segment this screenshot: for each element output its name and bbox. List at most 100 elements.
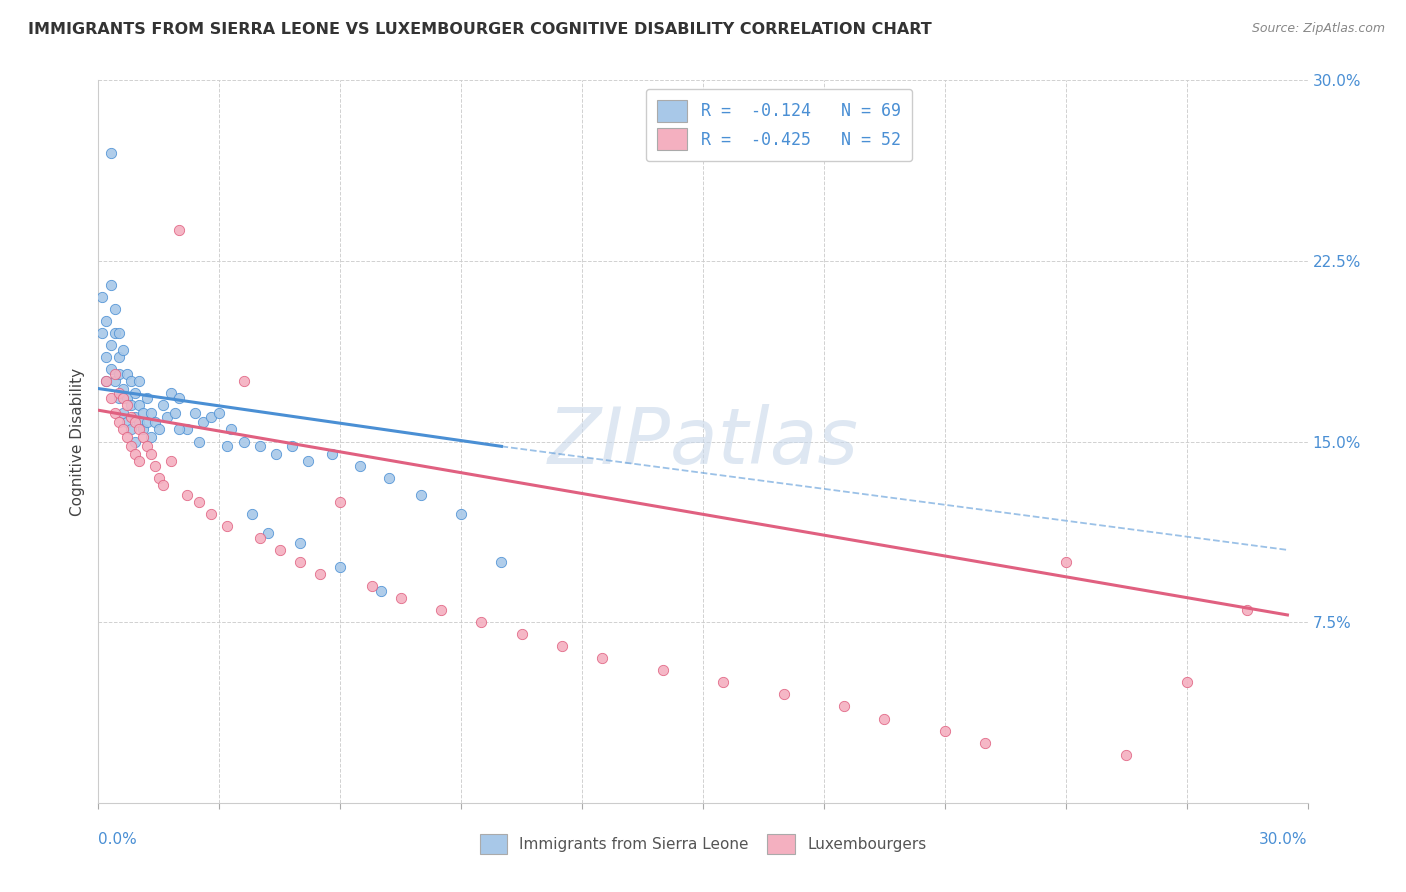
Point bbox=[551, 639, 574, 653]
Point bbox=[510, 627, 533, 641]
Point bbox=[115, 367, 138, 381]
Point bbox=[217, 439, 239, 453]
Point bbox=[120, 410, 142, 425]
Point bbox=[124, 410, 146, 425]
Point bbox=[1115, 747, 1137, 762]
Point bbox=[491, 555, 513, 569]
Point bbox=[200, 507, 222, 521]
Point bbox=[124, 446, 146, 460]
Point bbox=[167, 422, 190, 436]
Point bbox=[115, 415, 138, 429]
Point bbox=[188, 494, 211, 508]
Point bbox=[873, 712, 896, 726]
Point bbox=[232, 374, 254, 388]
Point bbox=[103, 374, 125, 388]
Point bbox=[139, 430, 162, 444]
Point bbox=[269, 542, 291, 557]
Point bbox=[107, 367, 129, 381]
Point bbox=[188, 434, 211, 449]
Point bbox=[221, 422, 243, 436]
Point bbox=[184, 406, 207, 420]
Point bbox=[100, 338, 122, 352]
Point bbox=[143, 458, 166, 473]
Point bbox=[148, 422, 170, 436]
Point bbox=[103, 367, 125, 381]
Point bbox=[329, 559, 352, 574]
Point bbox=[217, 518, 239, 533]
Point bbox=[249, 531, 271, 545]
Text: 0.0%: 0.0% bbox=[98, 831, 138, 847]
Point bbox=[115, 391, 138, 405]
Point bbox=[96, 374, 118, 388]
Y-axis label: Cognitive Disability: Cognitive Disability bbox=[70, 368, 86, 516]
Point bbox=[100, 145, 122, 160]
Point bbox=[107, 415, 129, 429]
Point bbox=[111, 422, 134, 436]
Point bbox=[349, 458, 371, 473]
Point bbox=[91, 326, 114, 340]
Point bbox=[591, 651, 613, 665]
Point bbox=[100, 277, 122, 292]
Point bbox=[832, 699, 855, 714]
Point bbox=[103, 406, 125, 420]
Point bbox=[107, 386, 129, 401]
Point bbox=[163, 406, 186, 420]
Point bbox=[167, 222, 190, 236]
Point bbox=[100, 391, 122, 405]
Point bbox=[128, 398, 150, 412]
Point bbox=[107, 326, 129, 340]
Point bbox=[409, 487, 432, 501]
Point bbox=[128, 422, 150, 436]
Point bbox=[107, 350, 129, 364]
Point bbox=[120, 374, 142, 388]
Point bbox=[389, 591, 412, 605]
Point bbox=[974, 735, 997, 749]
Point bbox=[1054, 555, 1077, 569]
Point bbox=[143, 415, 166, 429]
Point bbox=[111, 391, 134, 405]
Point bbox=[96, 374, 118, 388]
Text: IMMIGRANTS FROM SIERRA LEONE VS LUXEMBOURGER COGNITIVE DISABILITY CORRELATION CH: IMMIGRANTS FROM SIERRA LEONE VS LUXEMBOU… bbox=[28, 22, 932, 37]
Point bbox=[132, 406, 155, 420]
Point bbox=[107, 391, 129, 405]
Point bbox=[128, 415, 150, 429]
Point bbox=[321, 446, 343, 460]
Point bbox=[934, 723, 956, 738]
Point bbox=[264, 446, 287, 460]
Point bbox=[470, 615, 492, 630]
Text: 30.0%: 30.0% bbox=[1260, 831, 1308, 847]
Point bbox=[156, 410, 179, 425]
Point bbox=[96, 350, 118, 364]
Point bbox=[309, 567, 332, 582]
Point bbox=[281, 439, 304, 453]
Point bbox=[96, 314, 118, 328]
Point bbox=[111, 406, 134, 420]
Point bbox=[111, 382, 134, 396]
Point bbox=[103, 326, 125, 340]
Point bbox=[135, 439, 157, 453]
Point bbox=[124, 386, 146, 401]
Point bbox=[176, 422, 198, 436]
Point bbox=[120, 422, 142, 436]
Point bbox=[377, 470, 399, 484]
Point bbox=[651, 664, 673, 678]
Point bbox=[450, 507, 472, 521]
Point bbox=[288, 535, 311, 549]
Text: Source: ZipAtlas.com: Source: ZipAtlas.com bbox=[1251, 22, 1385, 36]
Point bbox=[232, 434, 254, 449]
Point bbox=[100, 362, 122, 376]
Point bbox=[370, 583, 392, 598]
Point bbox=[208, 406, 231, 420]
Point bbox=[160, 386, 183, 401]
Point bbox=[240, 507, 263, 521]
Point bbox=[193, 415, 215, 429]
Point bbox=[120, 398, 142, 412]
Point bbox=[297, 454, 319, 468]
Point bbox=[115, 430, 138, 444]
Point bbox=[148, 470, 170, 484]
Point bbox=[132, 422, 155, 436]
Point bbox=[128, 454, 150, 468]
Point bbox=[111, 343, 134, 357]
Point bbox=[132, 430, 155, 444]
Point bbox=[139, 446, 162, 460]
